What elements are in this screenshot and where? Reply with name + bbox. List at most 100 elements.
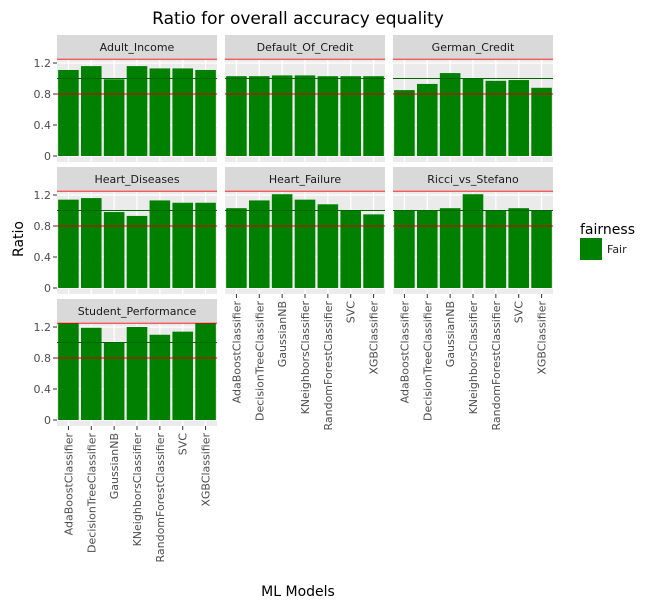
facet-strip-heart-diseases xyxy=(57,167,217,190)
bar-german-credit-decisiontreeclassifier xyxy=(417,83,438,156)
bar-default-of-credit-randomforestclassifier xyxy=(317,76,339,156)
legend: fairness Fair xyxy=(580,222,635,260)
x-tick-label-svc: SVC xyxy=(345,301,358,324)
bar-heart-diseases-svc xyxy=(172,202,193,288)
bar-student-performance-svc xyxy=(172,331,193,420)
facet-strip-adult-income xyxy=(57,35,217,58)
bar-student-performance-xgbclassifier xyxy=(195,323,216,420)
y-tick-label: 1.2 xyxy=(34,321,52,334)
x-tick-label-adaboostclassifier: AdaBoostClassifier xyxy=(398,301,411,404)
x-tick-label-svc: SVC xyxy=(513,301,526,324)
bar-student-performance-kneighborsclassifier xyxy=(126,327,148,420)
bar-german-credit-xgbclassifier xyxy=(531,87,552,156)
facet-strip-heart-failure xyxy=(225,167,385,190)
bar-adult-income-adaboostclassifier xyxy=(58,69,79,156)
y-axis-label: Ratio xyxy=(11,221,27,257)
bar-adult-income-gaussiannb xyxy=(103,79,125,156)
legend-title: fairness xyxy=(580,222,635,238)
x-tick-label-xgbclassifier: XGBClassifier xyxy=(200,433,213,507)
x-tick-label-gaussiannb: GaussianNB xyxy=(444,301,457,367)
bar-heart-failure-svc xyxy=(340,210,361,288)
y-tick-label: 1.2 xyxy=(34,57,52,70)
bar-heart-diseases-kneighborsclassifier xyxy=(126,215,148,288)
legend-key-fair xyxy=(580,238,602,260)
y-tick-label: 0 xyxy=(44,414,51,427)
facet-strip-german-credit xyxy=(393,35,553,58)
bar-heart-failure-gaussiannb xyxy=(271,194,293,288)
x-tick-label-decisiontreeclassifier: DecisionTreeClassifier xyxy=(253,301,266,421)
bar-german-credit-randomforestclassifier xyxy=(485,80,507,156)
facet-strip-default-of-credit xyxy=(225,35,385,58)
bar-ricci-vs-stefano-adaboostclassifier xyxy=(394,210,415,288)
bar-ricci-vs-stefano-randomforestclassifier xyxy=(485,210,507,288)
bar-heart-failure-decisiontreeclassifier xyxy=(249,200,270,288)
bar-ricci-vs-stefano-svc xyxy=(508,208,529,288)
y-tick-label: 0.4 xyxy=(34,251,52,264)
x-tick-label-decisiontreeclassifier: DecisionTreeClassifier xyxy=(85,433,98,553)
bar-student-performance-randomforestclassifier xyxy=(149,334,171,420)
x-tick-label-adaboostclassifier: AdaBoostClassifier xyxy=(230,301,243,404)
y-tick-label: 0.8 xyxy=(34,88,52,101)
bar-student-performance-gaussiannb xyxy=(103,342,125,420)
y-tick-label: 0.8 xyxy=(34,352,52,365)
x-tick-label-randomforestclassifier: RandomForestClassifier xyxy=(154,433,167,563)
bar-default-of-credit-decisiontreeclassifier xyxy=(249,76,270,156)
bar-heart-failure-kneighborsclassifier xyxy=(294,199,316,288)
x-tick-label-randomforestclassifier: RandomForestClassifier xyxy=(490,301,503,431)
bar-heart-diseases-xgbclassifier xyxy=(195,202,216,288)
bar-ricci-vs-stefano-gaussiannb xyxy=(439,208,461,288)
bar-heart-diseases-adaboostclassifier xyxy=(58,199,79,288)
facet-label-german-credit: German_Credit xyxy=(432,41,515,54)
bar-german-credit-kneighborsclassifier xyxy=(462,78,484,156)
facet-label-heart-diseases: Heart_Diseases xyxy=(94,173,179,186)
bar-german-credit-adaboostclassifier xyxy=(394,90,415,156)
y-tick-label: 1.2 xyxy=(34,189,52,202)
bar-student-performance-adaboostclassifier xyxy=(58,323,79,420)
x-tick-label-kneighborsclassifier: KNeighborsClassifier xyxy=(131,433,144,547)
facet-label-default-of-credit: Default_Of_Credit xyxy=(257,41,354,54)
facet-strip-ricci-vs-stefano xyxy=(393,167,553,190)
x-tick-label-randomforestclassifier: RandomForestClassifier xyxy=(322,301,335,431)
bar-heart-diseases-decisiontreeclassifier xyxy=(81,198,102,288)
x-tick-label-gaussiannb: GaussianNB xyxy=(276,301,289,367)
x-tick-label-kneighborsclassifier: KNeighborsClassifier xyxy=(467,301,480,415)
bar-heart-failure-randomforestclassifier xyxy=(317,204,339,288)
bar-adult-income-decisiontreeclassifier xyxy=(81,66,102,156)
bar-default-of-credit-gaussiannb xyxy=(271,75,293,156)
y-tick-label: 0 xyxy=(44,150,51,163)
bar-adult-income-kneighborsclassifier xyxy=(126,66,148,156)
bar-ricci-vs-stefano-decisiontreeclassifier xyxy=(417,210,438,288)
y-tick-label: 0 xyxy=(44,282,51,295)
x-tick-label-svc: SVC xyxy=(177,433,190,456)
x-tick-label-adaboostclassifier: AdaBoostClassifier xyxy=(62,433,75,536)
legend-label-fair: Fair xyxy=(607,243,627,256)
bar-heart-diseases-randomforestclassifier xyxy=(149,200,171,288)
bar-adult-income-svc xyxy=(172,68,193,156)
bar-default-of-credit-svc xyxy=(340,76,361,156)
bar-adult-income-randomforestclassifier xyxy=(149,68,171,156)
bar-student-performance-decisiontreeclassifier xyxy=(81,327,102,420)
bar-ricci-vs-stefano-xgbclassifier xyxy=(531,210,552,288)
x-axis-label: ML Models xyxy=(261,584,335,600)
facet-panels: Adult_Income 0 0.4 0.8 1.2 Default_Of_Credit G… xyxy=(34,35,553,563)
bar-default-of-credit-xgbclassifier xyxy=(363,76,384,156)
bar-heart-diseases-gaussiannb xyxy=(103,212,125,288)
facet-label-heart-failure: Heart_Failure xyxy=(269,173,342,186)
y-tick-label: 0.8 xyxy=(34,220,52,233)
facet-label-ricci-vs-stefano: Ricci_vs_Stefano xyxy=(427,173,519,186)
bar-german-credit-gaussiannb xyxy=(439,73,461,156)
x-tick-label-kneighborsclassifier: KNeighborsClassifier xyxy=(299,301,312,415)
bar-german-credit-svc xyxy=(508,80,529,156)
bar-default-of-credit-adaboostclassifier xyxy=(226,76,247,156)
facet-label-student-performance: Student_Performance xyxy=(78,305,197,318)
y-tick-label: 0.4 xyxy=(34,383,52,396)
facet-label-adult-income: Adult_Income xyxy=(100,41,175,54)
facet-strip-student-performance xyxy=(57,299,217,322)
chart-title: Ratio for overall accuracy equality xyxy=(152,9,444,29)
bar-adult-income-xgbclassifier xyxy=(195,69,216,156)
x-tick-label-decisiontreeclassifier: DecisionTreeClassifier xyxy=(421,301,434,421)
x-tick-label-xgbclassifier: XGBClassifier xyxy=(368,301,381,375)
x-tick-label-xgbclassifier: XGBClassifier xyxy=(536,301,549,375)
